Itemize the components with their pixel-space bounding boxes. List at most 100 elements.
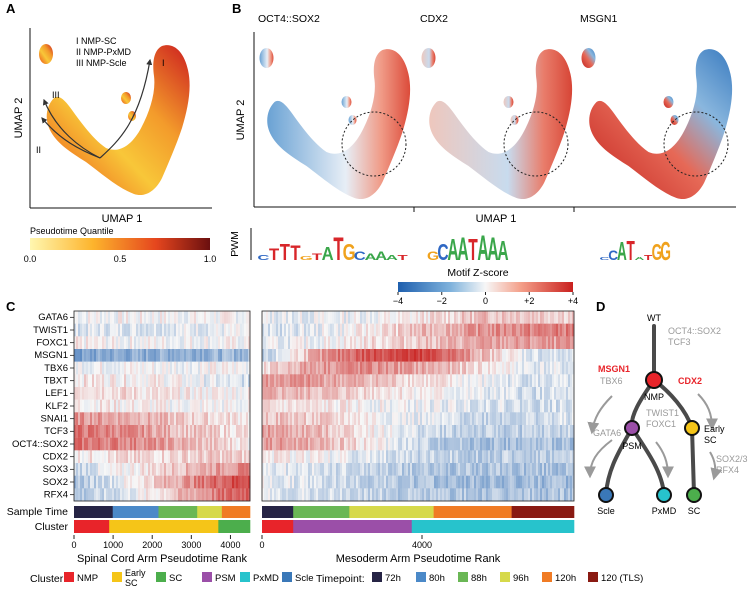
annotation-segment-72h (262, 506, 294, 518)
heatmap-cell (102, 336, 105, 350)
heatmap-cell (120, 387, 123, 400)
heatmap-cell (538, 374, 541, 388)
heatmap-cell (280, 412, 283, 426)
heatmap-cell (132, 387, 135, 400)
heatmap-cell (370, 463, 373, 476)
heatmap-cell (96, 399, 99, 413)
heatmap-cell (340, 311, 343, 324)
heatmap-cell (152, 463, 155, 476)
heatmap-cell (114, 323, 117, 337)
heatmap-cell (450, 374, 453, 388)
heatmap-cell (132, 437, 135, 451)
heatmap-cell (432, 450, 435, 464)
heatmap-cell (140, 475, 143, 489)
heatmap-cell (548, 323, 551, 337)
heatmap-cell (228, 323, 231, 337)
heatmap-cell (438, 336, 441, 350)
heatmap-cell (362, 450, 365, 464)
heatmap-cell (228, 412, 231, 426)
heatmap-cell (126, 374, 129, 388)
heatmap-cell (222, 361, 225, 375)
heatmap-cell (352, 323, 355, 337)
heatmap-cell (146, 399, 149, 413)
heatmap-cell (232, 425, 235, 438)
heatmap-cell (442, 399, 445, 413)
heatmap-cell (76, 412, 79, 426)
heatmap-cell (372, 336, 375, 350)
annotation-segment-88h (158, 506, 198, 518)
heatmap-cell (126, 336, 129, 350)
heatmap-cell (442, 450, 445, 464)
heatmap-cell (334, 323, 337, 337)
heatmap-cell (308, 349, 311, 362)
heatmap-cell (348, 437, 351, 451)
heatmap-cell (234, 463, 237, 476)
heatmap-cell (438, 412, 441, 426)
heatmap-cell (428, 488, 431, 502)
heatmap-cell (460, 450, 463, 464)
heatmap-cell (484, 361, 487, 375)
heatmap-cell (496, 412, 499, 426)
heatmap-cell (572, 475, 575, 489)
heatmap-cell (286, 425, 289, 438)
heatmap-cell (194, 311, 197, 324)
heatmap-cell (264, 323, 267, 337)
row-sample-time: Sample Time (7, 506, 68, 518)
heatmap-cell (150, 349, 153, 362)
heatmap-cell (100, 349, 103, 362)
heatmap-cell (108, 387, 111, 400)
heatmap-cell (466, 450, 469, 464)
heatmap-cell (494, 450, 497, 464)
heatmap-cell (210, 361, 213, 375)
heatmap-cell (322, 425, 325, 438)
heatmap-cell (312, 349, 315, 362)
heatmap-cell (478, 323, 481, 337)
heatmap-cell (404, 323, 407, 337)
heatmap-cell (150, 412, 153, 426)
heatmap-cell (110, 463, 113, 476)
heatmap-cell (368, 361, 371, 375)
heatmap-cell (98, 374, 101, 388)
heatmap-cell (520, 412, 523, 426)
heatmap-cell (282, 425, 285, 438)
heatmap-cell (84, 488, 87, 502)
heatmap-cell (102, 374, 105, 388)
heatmap-cell (154, 463, 157, 476)
heatmap-cell (94, 475, 97, 489)
heatmap-cell (378, 349, 381, 362)
heatmap-cell (420, 450, 423, 464)
heatmap-cell (262, 323, 265, 337)
heatmap-cell (478, 475, 481, 489)
heatmap-cell (114, 361, 117, 375)
legend-label-timepoint: 96h (513, 573, 529, 584)
heatmap-cell (156, 463, 159, 476)
heatmap-cell (248, 323, 251, 337)
heatmap-cell (288, 336, 291, 350)
heatmap-cell (534, 437, 537, 451)
heatmap-cell (370, 311, 373, 324)
heatmap-cell (368, 399, 371, 413)
heatmap-cell (466, 488, 469, 502)
heatmap-cell (212, 463, 215, 476)
heatmap-cell (90, 412, 93, 426)
heatmap-cell (362, 463, 365, 476)
heatmap-cell (320, 311, 323, 324)
heatmap-cell (74, 488, 77, 502)
heatmap-cell (412, 387, 415, 400)
heatmap-cell (178, 425, 181, 438)
heatmap-cell (276, 437, 279, 451)
heatmap-cell (542, 399, 545, 413)
heatmap-cell (354, 311, 357, 324)
heatmap-cell (442, 387, 445, 400)
heatmap-cell (560, 475, 563, 489)
heatmap-cell (428, 475, 431, 489)
heatmap-cell (124, 463, 127, 476)
heatmap-cell (392, 399, 395, 413)
heatmap-cell (538, 311, 541, 324)
heatmap-cell (536, 323, 539, 337)
heatmap-cell (346, 387, 349, 400)
heatmap-cell (82, 399, 85, 413)
heatmap-cell (268, 425, 271, 438)
heatmap-cell (546, 311, 549, 324)
heatmap-cell (204, 437, 207, 451)
